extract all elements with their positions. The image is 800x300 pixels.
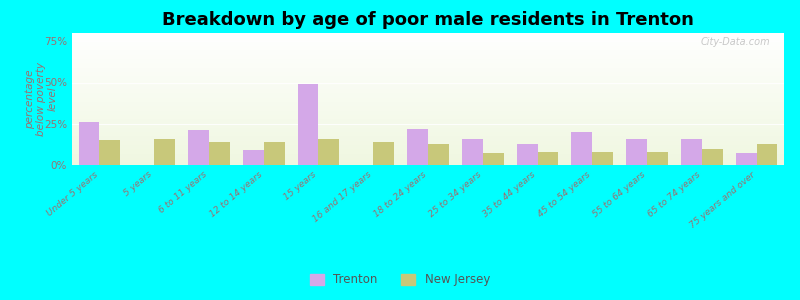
Bar xyxy=(428,144,449,165)
Bar xyxy=(462,139,482,165)
Legend: Trenton, New Jersey: Trenton, New Jersey xyxy=(305,269,495,291)
Text: City-Data.com: City-Data.com xyxy=(700,37,770,47)
Bar xyxy=(318,139,339,165)
Bar xyxy=(702,148,722,165)
Bar xyxy=(209,142,230,165)
Bar xyxy=(243,150,264,165)
Bar xyxy=(681,139,702,165)
Bar xyxy=(374,142,394,165)
Bar xyxy=(592,152,613,165)
Bar xyxy=(482,153,503,165)
Bar xyxy=(757,144,778,165)
Title: Breakdown by age of poor male residents in Trenton: Breakdown by age of poor male residents … xyxy=(162,11,694,29)
Bar xyxy=(571,132,592,165)
Bar xyxy=(647,152,668,165)
Bar xyxy=(78,122,99,165)
Bar xyxy=(538,152,558,165)
Bar xyxy=(99,140,120,165)
Bar xyxy=(264,142,285,165)
Bar xyxy=(188,130,209,165)
Bar xyxy=(298,84,318,165)
Bar xyxy=(517,144,538,165)
Bar xyxy=(626,139,647,165)
Y-axis label: percentage
below poverty
level: percentage below poverty level xyxy=(25,62,58,136)
Bar xyxy=(154,139,175,165)
Bar xyxy=(736,153,757,165)
Bar xyxy=(407,129,428,165)
